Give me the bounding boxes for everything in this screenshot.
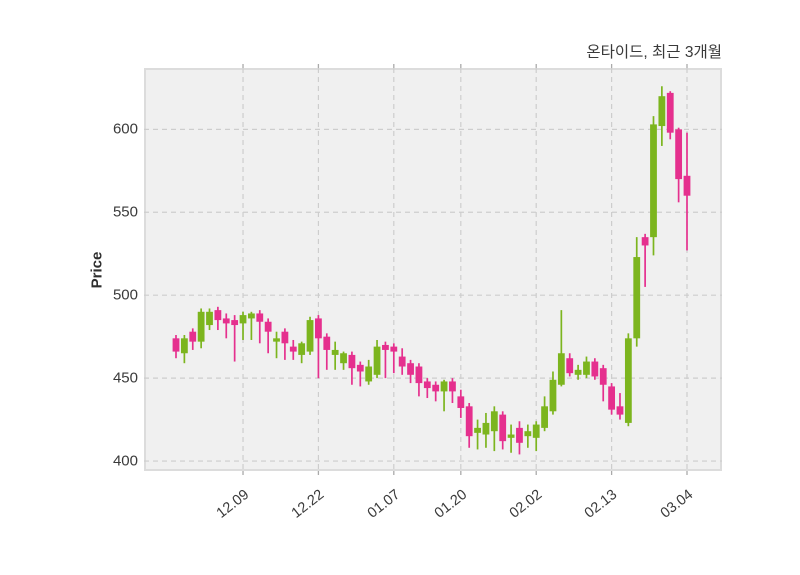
candle-body-down bbox=[516, 427, 523, 443]
candle-body-down bbox=[499, 414, 507, 442]
y-tick-label: 450 bbox=[112, 369, 138, 387]
candle-body-down bbox=[356, 364, 364, 372]
candle-body-up bbox=[331, 349, 339, 355]
candle-body-down bbox=[683, 175, 691, 196]
candle-body-down bbox=[398, 356, 406, 367]
y-tick-label: 550 bbox=[112, 203, 138, 221]
candle-body-up bbox=[373, 346, 381, 375]
candle-body-up bbox=[365, 366, 373, 382]
candle-body-down bbox=[641, 237, 649, 246]
y-tick-label: 400 bbox=[112, 452, 138, 470]
candle-body-up bbox=[180, 338, 188, 354]
candle-body-up bbox=[583, 361, 590, 375]
candle-body-down bbox=[591, 361, 599, 377]
candle-body-up bbox=[306, 320, 314, 352]
candle-body-up bbox=[474, 427, 481, 433]
candle-body-up bbox=[658, 96, 666, 127]
candle-body-down bbox=[407, 363, 414, 375]
candle-body-up bbox=[507, 434, 515, 438]
candle-body-down bbox=[323, 336, 331, 350]
candle-body-down bbox=[432, 384, 440, 392]
candle-body-up bbox=[633, 257, 641, 339]
candle-body-up bbox=[247, 313, 255, 319]
candle-body-down bbox=[566, 358, 574, 374]
candle-body-up bbox=[298, 343, 306, 355]
candle-body-up bbox=[541, 406, 548, 428]
candle-body-down bbox=[390, 346, 398, 352]
candle-body-down bbox=[264, 321, 272, 332]
chart-title: 온타이드, 최근 3개월 bbox=[586, 44, 722, 61]
candle-body-down bbox=[281, 331, 289, 344]
candle-body-up bbox=[574, 369, 582, 375]
candle-body-up bbox=[490, 411, 498, 432]
candle-body-up bbox=[273, 338, 280, 342]
candle-body-down bbox=[382, 344, 389, 350]
candle-body-down bbox=[465, 406, 473, 437]
candle-body-up bbox=[557, 353, 565, 385]
candle-body-down bbox=[415, 366, 423, 384]
candle-body-down bbox=[423, 381, 431, 389]
candle-body-up bbox=[624, 338, 632, 423]
candle-body-down bbox=[599, 368, 607, 385]
candle-body-down bbox=[457, 396, 465, 408]
candle-body-up bbox=[197, 311, 205, 342]
candle-body-down bbox=[256, 313, 264, 322]
candle-body-up bbox=[206, 311, 213, 326]
y-tick-label: 500 bbox=[112, 286, 138, 304]
candle-body-up bbox=[482, 422, 490, 435]
candle-body-down bbox=[616, 406, 624, 415]
candle-body-up bbox=[239, 315, 247, 324]
candle-body-down bbox=[189, 331, 197, 342]
candle-body-down bbox=[449, 381, 456, 392]
candle-body-up bbox=[440, 381, 448, 392]
candle-body-up bbox=[532, 424, 540, 438]
candle-body-down bbox=[289, 346, 297, 352]
candle-body-up bbox=[340, 353, 347, 364]
candle-body-down bbox=[348, 354, 356, 369]
candle-body-up bbox=[549, 379, 557, 412]
candle-body-up bbox=[524, 431, 532, 437]
y-tick-label: 600 bbox=[112, 120, 138, 138]
candle-body-up bbox=[650, 124, 657, 238]
candle-body-down bbox=[666, 92, 674, 133]
candle-body-down bbox=[222, 318, 230, 324]
candle-body-down bbox=[608, 386, 616, 410]
candle-body-down bbox=[675, 129, 683, 180]
candle-body-down bbox=[214, 310, 222, 321]
candle-body-down bbox=[231, 320, 239, 326]
candle-body-down bbox=[172, 338, 180, 352]
candle-body-down bbox=[315, 318, 322, 339]
